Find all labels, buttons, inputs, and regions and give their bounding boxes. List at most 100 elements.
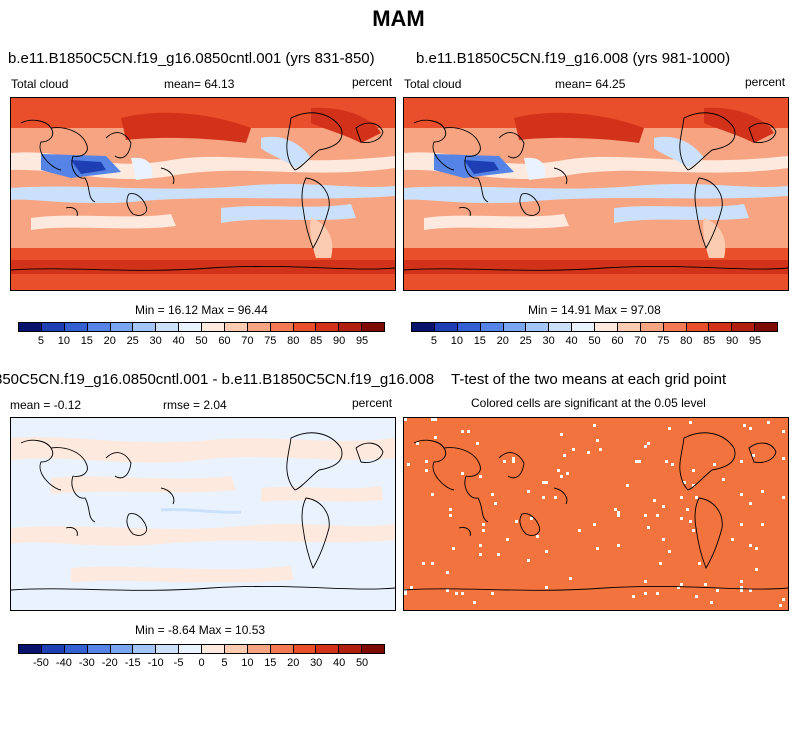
cloud-colorbar-tick-label: 20 [103, 335, 116, 347]
diff-colorbar-tick-label: -5 [173, 657, 184, 669]
panel-3-title: 850C5CN.f19_g16.0850cntl.001 - b.e11.B18… [0, 371, 460, 388]
cloud-colorbar-tick-label: 5 [37, 335, 44, 347]
non-significant-cell [596, 547, 599, 550]
non-significant-cell [617, 514, 620, 517]
non-significant-cell [755, 568, 758, 571]
non-significant-cell [644, 514, 647, 517]
panel-3-colorbar-labels: -50 -40 -30 -20 -15 -10 -5 0 5 10 15 20 30 40 50 [18, 657, 385, 671]
cloud-colorbar-tick-label: 50 [195, 335, 208, 347]
panel-3-rmse-label: rmse = 2.04 [163, 398, 227, 412]
panel-2-colorbar-labels: 5 10 15 20 25 30 40 50 60 70 75 80 85 90 95 [411, 335, 778, 349]
panel-2-min-max: Min = 14.91 Max = 97.08 [528, 303, 661, 317]
non-significant-cell [566, 472, 569, 475]
cloud-colorbar-tick-label: 95 [748, 335, 762, 347]
non-significant-cell [740, 580, 743, 583]
non-significant-cell [755, 547, 758, 550]
non-significant-cell [644, 580, 647, 583]
cloud-colorbar-swatch [293, 323, 317, 331]
panel-2-units-label: percent [745, 75, 786, 89]
panel-3-min-max: Min = -8.64 Max = 10.53 [135, 623, 266, 637]
non-significant-cell [713, 463, 716, 466]
panel-1-units-label: percent [352, 75, 393, 89]
diff-colorbar-tick-label: 40 [333, 657, 346, 669]
non-significant-cell [587, 451, 590, 454]
non-significant-cell [689, 520, 692, 523]
non-significant-cell [461, 472, 464, 475]
non-significant-cell [503, 460, 506, 463]
cloud-colorbar-tick-label: 15 [80, 335, 93, 347]
cloud-colorbar-tick-label: 80 [680, 335, 693, 347]
non-significant-cell [473, 601, 476, 604]
cloud-colorbar-swatch [526, 323, 550, 331]
diff-colorbar-swatch [110, 645, 134, 653]
cloud-colorbar-tick-label: 25 [519, 335, 532, 347]
non-significant-cell [449, 514, 452, 517]
diff-colorbar-tick-label: 10 [241, 657, 254, 669]
cloud-colorbar-swatch [434, 323, 458, 331]
panel-3-title-text: 850C5CN.f19_g16.0850cntl.001 - b.e11.B18… [0, 371, 435, 388]
non-significant-cell [710, 601, 713, 604]
cloud-colorbar-swatch [503, 323, 527, 331]
non-significant-cell [407, 463, 410, 466]
cloud-colorbar-tick-label: 70 [241, 335, 254, 347]
cloud-colorbar-tick-label: 85 [310, 335, 323, 347]
non-significant-cell [653, 499, 656, 502]
cloud-colorbar-swatch [412, 323, 435, 331]
non-significant-cell [752, 454, 755, 457]
cloud-colorbar-tick-label: 5 [430, 335, 437, 347]
non-significant-cell [680, 583, 683, 586]
non-significant-cell [686, 508, 689, 511]
non-significant-cell [479, 553, 482, 556]
non-significant-cell [638, 460, 641, 463]
cloud-colorbar-tick-label: 50 [588, 335, 601, 347]
non-significant-cell [563, 454, 566, 457]
non-significant-cell [482, 523, 485, 526]
non-significant-cell [656, 514, 659, 517]
non-significant-cell [527, 490, 530, 493]
non-significant-cell [683, 481, 686, 484]
diff-colorbar-swatch [293, 645, 317, 653]
panel-2-mean-label: mean= 64.25 [555, 77, 626, 91]
non-significant-cell [779, 604, 782, 607]
panel-4-title: T-test of the two means at each grid poi… [451, 371, 727, 388]
cloud-colorbar-swatch [316, 323, 340, 331]
non-significant-cell [617, 544, 620, 547]
non-significant-cell [695, 496, 698, 499]
non-significant-cell [545, 586, 548, 589]
non-significant-cell [644, 445, 647, 448]
cloud-colorbar-swatch [595, 323, 618, 331]
non-significant-cell [578, 529, 581, 532]
cloud-colorbar-swatch [110, 323, 134, 331]
non-significant-cell [452, 547, 455, 550]
panel-1-map-field [11, 98, 395, 290]
non-significant-cell [617, 511, 620, 514]
cloud-colorbar-tick-label: 10 [450, 335, 463, 347]
non-significant-cell [515, 520, 518, 523]
non-significant-cell [695, 595, 698, 598]
figure-title: MAM [372, 6, 425, 31]
panel-1-mean-label: mean= 64.13 [164, 77, 235, 91]
cloud-colorbar-tick-label: 30 [542, 335, 555, 347]
panel-1-min-max: Min = 16.12 Max = 96.44 [135, 303, 268, 317]
non-significant-cell [647, 442, 650, 445]
cloud-colorbar-tick-label: 75 [264, 335, 277, 347]
non-significant-cell [692, 484, 695, 487]
cloud-colorbar-tick-label: 70 [634, 335, 647, 347]
non-significant-cell [704, 583, 707, 586]
panel-3-units-label: percent [352, 396, 393, 410]
non-significant-cell [530, 517, 533, 520]
diff-colorbar-swatch [156, 645, 180, 653]
diff-colorbar-swatch [133, 645, 157, 653]
cloud-colorbar-swatch [41, 323, 65, 331]
non-significant-cell [542, 496, 545, 499]
cloud-colorbar-swatch [179, 323, 202, 331]
non-significant-cell [506, 538, 509, 541]
diff-colorbar-swatch [202, 645, 225, 653]
diff-colorbar-swatch [247, 645, 271, 653]
non-significant-cell [446, 571, 449, 574]
non-significant-cell [665, 460, 668, 463]
non-significant-cell [404, 592, 407, 595]
non-significant-cell [455, 592, 458, 595]
cloud-colorbar-tick-label: 75 [657, 335, 670, 347]
non-significant-cell [542, 481, 545, 484]
